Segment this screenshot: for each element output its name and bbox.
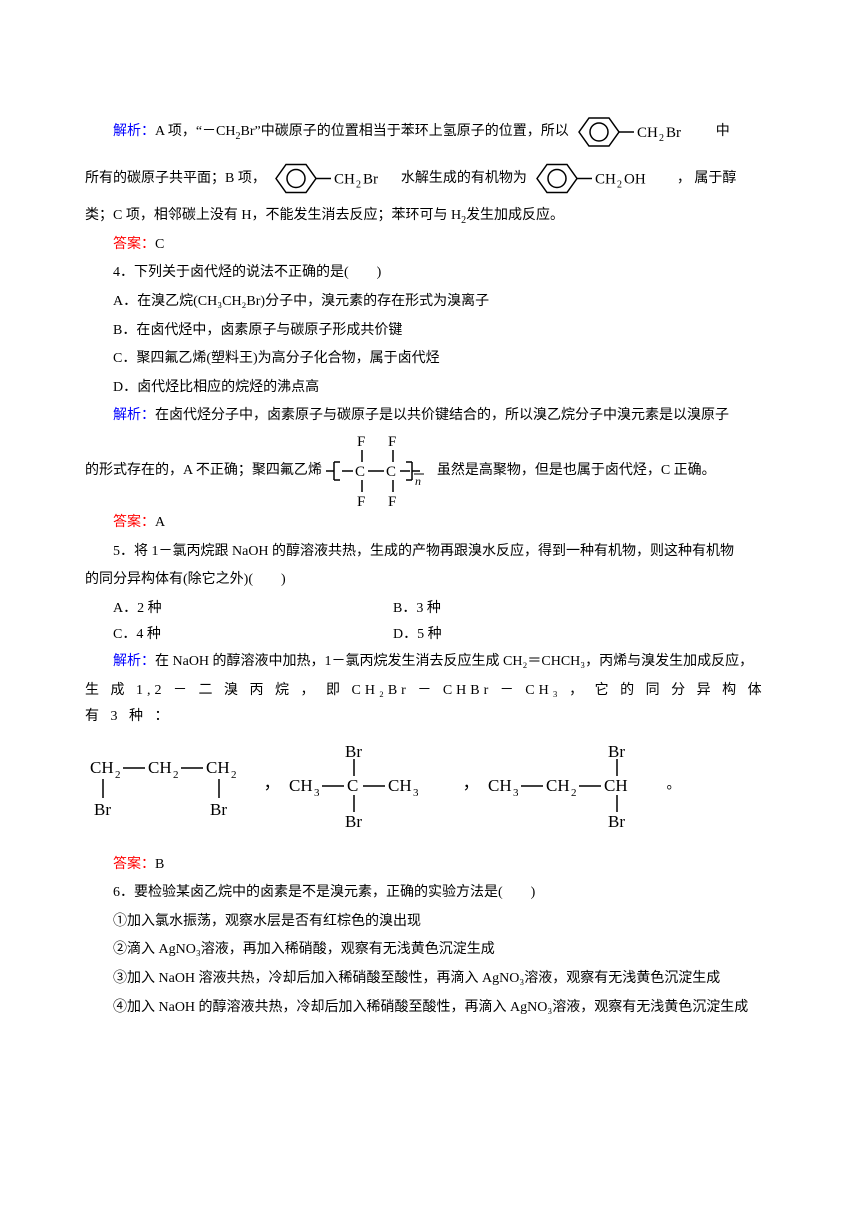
svg-text:2: 2 (571, 787, 577, 799)
svg-text:Br: Br (345, 812, 362, 828)
answer-value: B (155, 857, 164, 872)
analysis-label: 解析： (113, 408, 155, 423)
q3-answer: 答案：C (85, 232, 775, 259)
svg-text:F: F (388, 494, 396, 510)
svg-text:Br: Br (94, 800, 111, 819)
answer-label: 答案： (113, 237, 155, 252)
benzyl-bromide-structure-2: CH 2 Br (266, 155, 401, 203)
q5-question-line2: 的同分异构体有(除它之外)( ) (85, 567, 775, 594)
svg-text:F: F (357, 494, 365, 510)
q5-option-d: D．5 种 (365, 622, 645, 649)
svg-text:3: 3 (314, 787, 320, 799)
svg-text:2: 2 (659, 133, 664, 144)
svg-text:2: 2 (356, 180, 361, 191)
svg-text:F: F (357, 434, 365, 450)
svg-text:CH: CH (206, 758, 230, 777)
svg-text:CH: CH (604, 776, 628, 795)
text: 所有的碳原子共平面；B 项， (85, 166, 266, 193)
q6-method-2: ②滴入 AgNO₃溶液，再加入稀硝酸，观察有无浅黄色沉淀生成 (85, 937, 775, 964)
q5-option-a: A．2 种 (85, 596, 365, 623)
svg-text:Br: Br (210, 800, 227, 819)
q5-option-c: C．4 种 (85, 622, 365, 649)
svg-text:3: 3 (513, 787, 519, 799)
svg-text:3: 3 (413, 787, 419, 799)
answer-label: 答案： (113, 857, 155, 872)
q4-option-d: D．卤代烃比相应的烷烃的沸点高 (85, 375, 775, 402)
q3-analysis-line2: 所有的碳原子共平面；B 项， CH 2 Br 水解生成的有机物为 CH 2 OH… (85, 155, 775, 203)
svg-text:CH: CH (488, 776, 512, 795)
analysis-label: 解析： (113, 654, 155, 669)
answer-label: 答案： (113, 515, 155, 530)
dibromo-structure-2: CH 3 C CH 3 Br Br (284, 743, 459, 828)
svg-text:CH: CH (148, 758, 172, 777)
svg-text:CH: CH (334, 172, 355, 188)
svg-text:CH: CH (595, 172, 616, 188)
q5-structures: CH 2 CH 2 CH 2 Br Br ， CH 3 C CH 3 Br Br… (85, 743, 775, 828)
svg-text:2: 2 (231, 769, 237, 781)
svg-text:C: C (347, 776, 358, 795)
q3-analysis-line3: 类；C 项，相邻碳上没有 H，不能发生消去反应；苯环可与 H2发生加成反应。 (85, 203, 775, 230)
dibromo-structure-1: CH 2 CH 2 CH 2 Br Br (85, 743, 260, 828)
svg-text:CH: CH (388, 776, 412, 795)
svg-text:OH: OH (624, 172, 646, 188)
q4-option-c: C．聚四氟乙烯(塑料王)为高分子化合物，属于卤代烃 (85, 346, 775, 373)
q6-question: 6．要检验某卤乙烷中的卤素是不是溴元素，正确的实验方法是( ) (85, 880, 775, 907)
q5-option-b: B．3 种 (365, 596, 645, 623)
comma: ， (264, 773, 281, 792)
svg-text:C: C (355, 464, 365, 480)
comma: ， (463, 773, 480, 792)
svg-text:Br: Br (608, 743, 625, 761)
q5-question-line1: 5．将 1－氯丙烷跟 NaOH 的醇溶液共热，生成的产物再跟溴水反应，得到一种有… (85, 539, 775, 566)
svg-text:2: 2 (617, 180, 622, 191)
q4-analysis-line2: 的形式存在的，A 不正确；聚四氟乙烯 F F C C n F F 虽然是高聚物，… (85, 432, 775, 510)
svg-text:CH: CH (546, 776, 570, 795)
svg-text:C: C (386, 464, 396, 480)
answer-value: C (155, 237, 164, 252)
svg-text:F: F (388, 434, 396, 450)
svg-text:Br: Br (666, 125, 681, 141)
svg-text:n: n (415, 474, 421, 488)
q6-method-3: ③加入 NaOH 溶液共热，冷却后加入稀硝酸至酸性，再滴入 AgNO₃溶液，观察… (85, 966, 775, 993)
svg-text:CH: CH (90, 758, 114, 777)
benzyl-alcohol-structure: CH 2 OH (527, 155, 677, 203)
svg-text:Br: Br (345, 743, 362, 761)
text: 中 (716, 119, 730, 146)
q5-option-row-2: C．4 种 D．5 种 (85, 622, 775, 649)
q6-method-4: ④加入 NaOH 的醇溶液共热，冷却后加入稀硝酸至酸性，再滴入 AgNO₃溶液，… (85, 995, 775, 1022)
q4-option-b: B．在卤代烃中，卤素原子与碳原子形成共价键 (85, 318, 775, 345)
period: 。 (667, 777, 681, 792)
text: 虽然是高聚物，但是也属于卤代烃，C 正确。 (437, 458, 716, 485)
q4-analysis-line1: 解析：在卤代烃分子中，卤素原子与碳原子是以共价键结合的，所以溴乙烷分子中溴元素是… (85, 403, 775, 430)
q4-question: 4．下列关于卤代烃的说法不正确的是( ) (85, 260, 775, 287)
svg-text:CH: CH (637, 125, 658, 141)
q6-method-1: ①加入氯水振荡，观察水层是否有红棕色的溴出现 (85, 909, 775, 936)
analysis-label: 解析： (85, 119, 155, 146)
text: A 项，“－CH2Br”中碳原子的位置相当于苯环上氢原子的位置，所以 (155, 119, 569, 146)
svg-text:Br: Br (608, 812, 625, 828)
q4-option-a: A．在溴乙烷(CH₃CH₂Br)分子中，溴元素的存在形式为溴离子 (85, 289, 775, 316)
svg-text:2: 2 (115, 769, 121, 781)
q5-analysis-line2: 生 成 1,2 － 二 溴 丙 烷 ， 即 CH₂Br － CHBr － CH₃… (85, 678, 775, 731)
answer-value: A (155, 515, 165, 530)
svg-text:Br: Br (363, 172, 378, 188)
text: ， 属于醇 (677, 166, 737, 193)
svg-text:2: 2 (173, 769, 179, 781)
svg-text:CH: CH (289, 776, 313, 795)
q5-answer: 答案：B (85, 852, 775, 879)
q5-analysis-line1: 解析：在 NaOH 的醇溶液中加热，1－氯丙烷发生消去反应生成 CH₂＝CHCH… (85, 649, 775, 676)
q5-option-row-1: A．2 种 B．3 种 (85, 596, 775, 623)
text: 的形式存在的，A 不正确；聚四氟乙烯 (85, 458, 322, 485)
q4-answer: 答案：A (85, 510, 775, 537)
ptfe-structure: F F C C n F F (322, 432, 437, 510)
benzyl-bromide-structure: CH 2 Br (569, 110, 704, 155)
text: 水解生成的有机物为 (401, 166, 527, 193)
q3-analysis-line1: 解析： A 项，“－CH2Br”中碳原子的位置相当于苯环上氢原子的位置，所以 C… (85, 110, 775, 155)
dibromo-structure-3: CH 3 CH 2 CH Br Br (483, 743, 663, 828)
